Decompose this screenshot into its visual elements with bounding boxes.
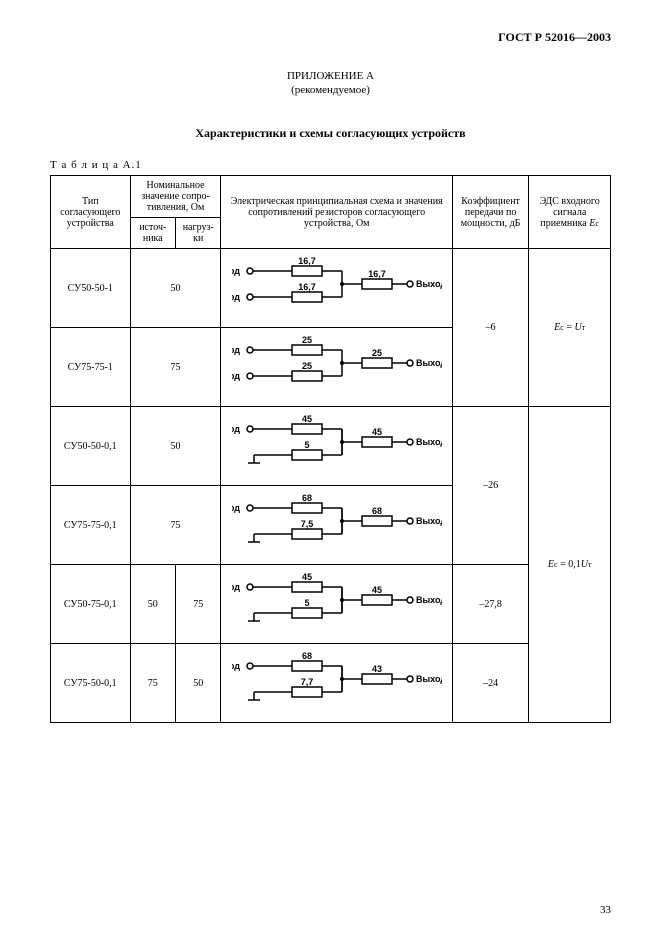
svg-text:16,7: 16,7 <box>298 256 316 266</box>
matching-devices-table: Тип согласующего устройства Номинальное … <box>50 175 611 723</box>
svg-text:Вход: Вход <box>232 582 240 592</box>
svg-text:Вход: Вход <box>232 266 240 276</box>
svg-text:Вход: Вход <box>232 661 240 671</box>
svg-text:Выход: Выход <box>416 437 442 447</box>
svg-text:Выход: Выход <box>416 674 442 684</box>
schematic: Вход 45 5 45 Выход <box>232 411 442 481</box>
table-row: СУ50-50-1 50 Вход16,7Вход16,716,7Выход –… <box>51 249 611 328</box>
svg-text:16,7: 16,7 <box>368 269 386 279</box>
svg-text:Выход: Выход <box>416 358 442 368</box>
svg-text:7,7: 7,7 <box>300 677 313 687</box>
svg-text:Вход: Вход <box>232 503 240 513</box>
schematic: Вход 16,7 Вход 16,7 16,7 Выход <box>232 253 442 323</box>
svg-text:25: 25 <box>372 348 382 358</box>
svg-text:16,7: 16,7 <box>298 282 316 292</box>
cell-z: 50 <box>130 249 221 328</box>
svg-text:Вход: Вход <box>232 424 240 434</box>
svg-text:Вход: Вход <box>232 371 240 381</box>
table-row: СУ75-50-0,1 75 50 Вход687,743Выход –24 <box>51 644 611 723</box>
svg-text:68: 68 <box>302 651 312 661</box>
col-nominal: Номинальное значение сопро­тивления, Ом <box>130 176 221 218</box>
col-coef: Коэффициент передачи по мощности, дБ <box>452 176 528 249</box>
svg-text:45: 45 <box>302 414 312 424</box>
svg-text:45: 45 <box>302 572 312 582</box>
schematic: Вход 25 Вход 25 25 Выход <box>232 332 442 402</box>
col-emf: ЭДС входного сигнала приемника Eс <box>529 176 611 249</box>
svg-text:43: 43 <box>372 664 382 674</box>
table-row: СУ50-75-0,1 50 75 Вход45545Выход –27,8 <box>51 565 611 644</box>
cell-coef: –6 <box>452 249 528 407</box>
svg-text:25: 25 <box>302 361 312 371</box>
svg-text:68: 68 <box>372 506 382 516</box>
appendix-subtitle: (рекомендуемое) <box>50 84 611 96</box>
col-load: нагруз­ки <box>176 218 221 249</box>
cell-type: СУ50-50-1 <box>51 249 131 328</box>
table-row: СУ50-50-0,1 50 Вход45545Выход –26 Eс = 0… <box>51 407 611 486</box>
svg-text:25: 25 <box>302 335 312 345</box>
appendix-title: ПРИЛОЖЕНИЕ А <box>50 70 611 82</box>
svg-text:5: 5 <box>304 440 309 450</box>
svg-text:45: 45 <box>372 427 382 437</box>
svg-text:45: 45 <box>372 585 382 595</box>
svg-text:Выход: Выход <box>416 279 442 289</box>
svg-text:Вход: Вход <box>232 345 240 355</box>
svg-text:Вход: Вход <box>232 292 240 302</box>
col-src: источ­ника <box>130 218 175 249</box>
col-type: Тип согласующего устройства <box>51 176 131 249</box>
schematic: Вход 68 7,5 68 Выход <box>232 490 442 560</box>
svg-text:68: 68 <box>302 493 312 503</box>
section-title: Характеристики и схемы согласующих устро… <box>50 126 611 141</box>
schematic: Вход 68 7,7 43 Выход <box>232 648 442 718</box>
table-label: Т а б л и ц а А.1 <box>50 159 611 171</box>
page-number: 33 <box>600 904 611 916</box>
col-schematic: Электрическая принципиальная схема и зна… <box>221 176 452 249</box>
svg-text:Выход: Выход <box>416 516 442 526</box>
schematic: Вход 45 5 45 Выход <box>232 569 442 639</box>
svg-text:7,5: 7,5 <box>300 519 313 529</box>
svg-text:5: 5 <box>304 598 309 608</box>
svg-text:Выход: Выход <box>416 595 442 605</box>
cell-emf: Eс = Uт <box>529 249 611 407</box>
document-id: ГОСТ Р 52016—2003 <box>50 30 611 45</box>
